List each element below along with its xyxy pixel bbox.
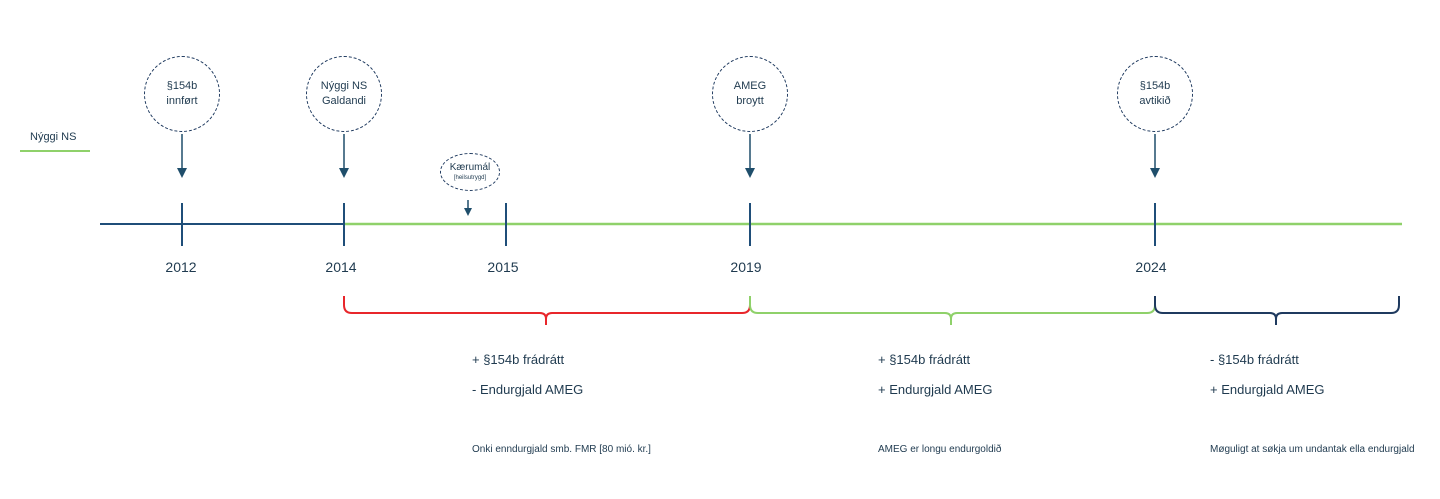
bracket-green (749, 296, 1156, 325)
event-line1: §154b (166, 80, 198, 92)
arrow-icon (745, 134, 755, 178)
arrow-icon (339, 134, 349, 178)
event-small-line1: Kærumál (449, 162, 491, 173)
event-circle-nyggi-ns: Nýggi NS Galdandi (306, 56, 382, 132)
event-line2: Galdandi (321, 95, 367, 107)
legend-line-green (20, 150, 90, 152)
arrow-icon (1150, 134, 1160, 178)
period-note: Onki enndurgjald smb. FMR [80 mió. kr.] (472, 444, 651, 455)
event-circle-ameg-changed: AMEG broytt (712, 56, 788, 132)
event-line2: innført (166, 95, 198, 107)
year-label: 2012 (165, 259, 197, 275)
event-line1: §154b (1139, 80, 1171, 92)
event-line2: avtikið (1139, 95, 1171, 107)
event-line2: broytt (736, 95, 764, 107)
bracket-red (343, 296, 751, 325)
period-line1: + §154b frádrátt (878, 352, 971, 367)
legend-label: Nýggi NS (30, 131, 77, 143)
year-label: 2015 (487, 259, 519, 275)
arrow-icon (177, 134, 187, 178)
bracket-navy (1154, 296, 1400, 325)
year-label: 2014 (325, 259, 357, 275)
event-line1: AMEG (733, 80, 767, 92)
period-note: Møguligt at søkja um undantak ella endur… (1210, 444, 1415, 455)
year-label: 2024 (1135, 259, 1167, 275)
period-line2: + Endurgjald AMEG (878, 382, 993, 397)
event-line1: Nýggi NS (320, 80, 368, 92)
period-line1: + §154b frádrátt (472, 352, 565, 367)
event-small-line2: [heilsutrygd] (453, 175, 487, 181)
year-label: 2019 (730, 259, 762, 275)
arrow-icon (464, 200, 472, 216)
event-circle-154b-introduced: §154b innført (144, 56, 220, 132)
period-note: AMEG er longu endurgoldið (878, 444, 1002, 455)
period-line1: - §154b frádrátt (1210, 352, 1299, 367)
period-line2: + Endurgjald AMEG (1210, 382, 1325, 397)
period-line2: - Endurgjald AMEG (472, 382, 584, 397)
event-circle-154b-abolished: §154b avtikið (1117, 56, 1193, 132)
event-circle-complaint: Kærumál [heilsutrygd] (440, 153, 500, 191)
